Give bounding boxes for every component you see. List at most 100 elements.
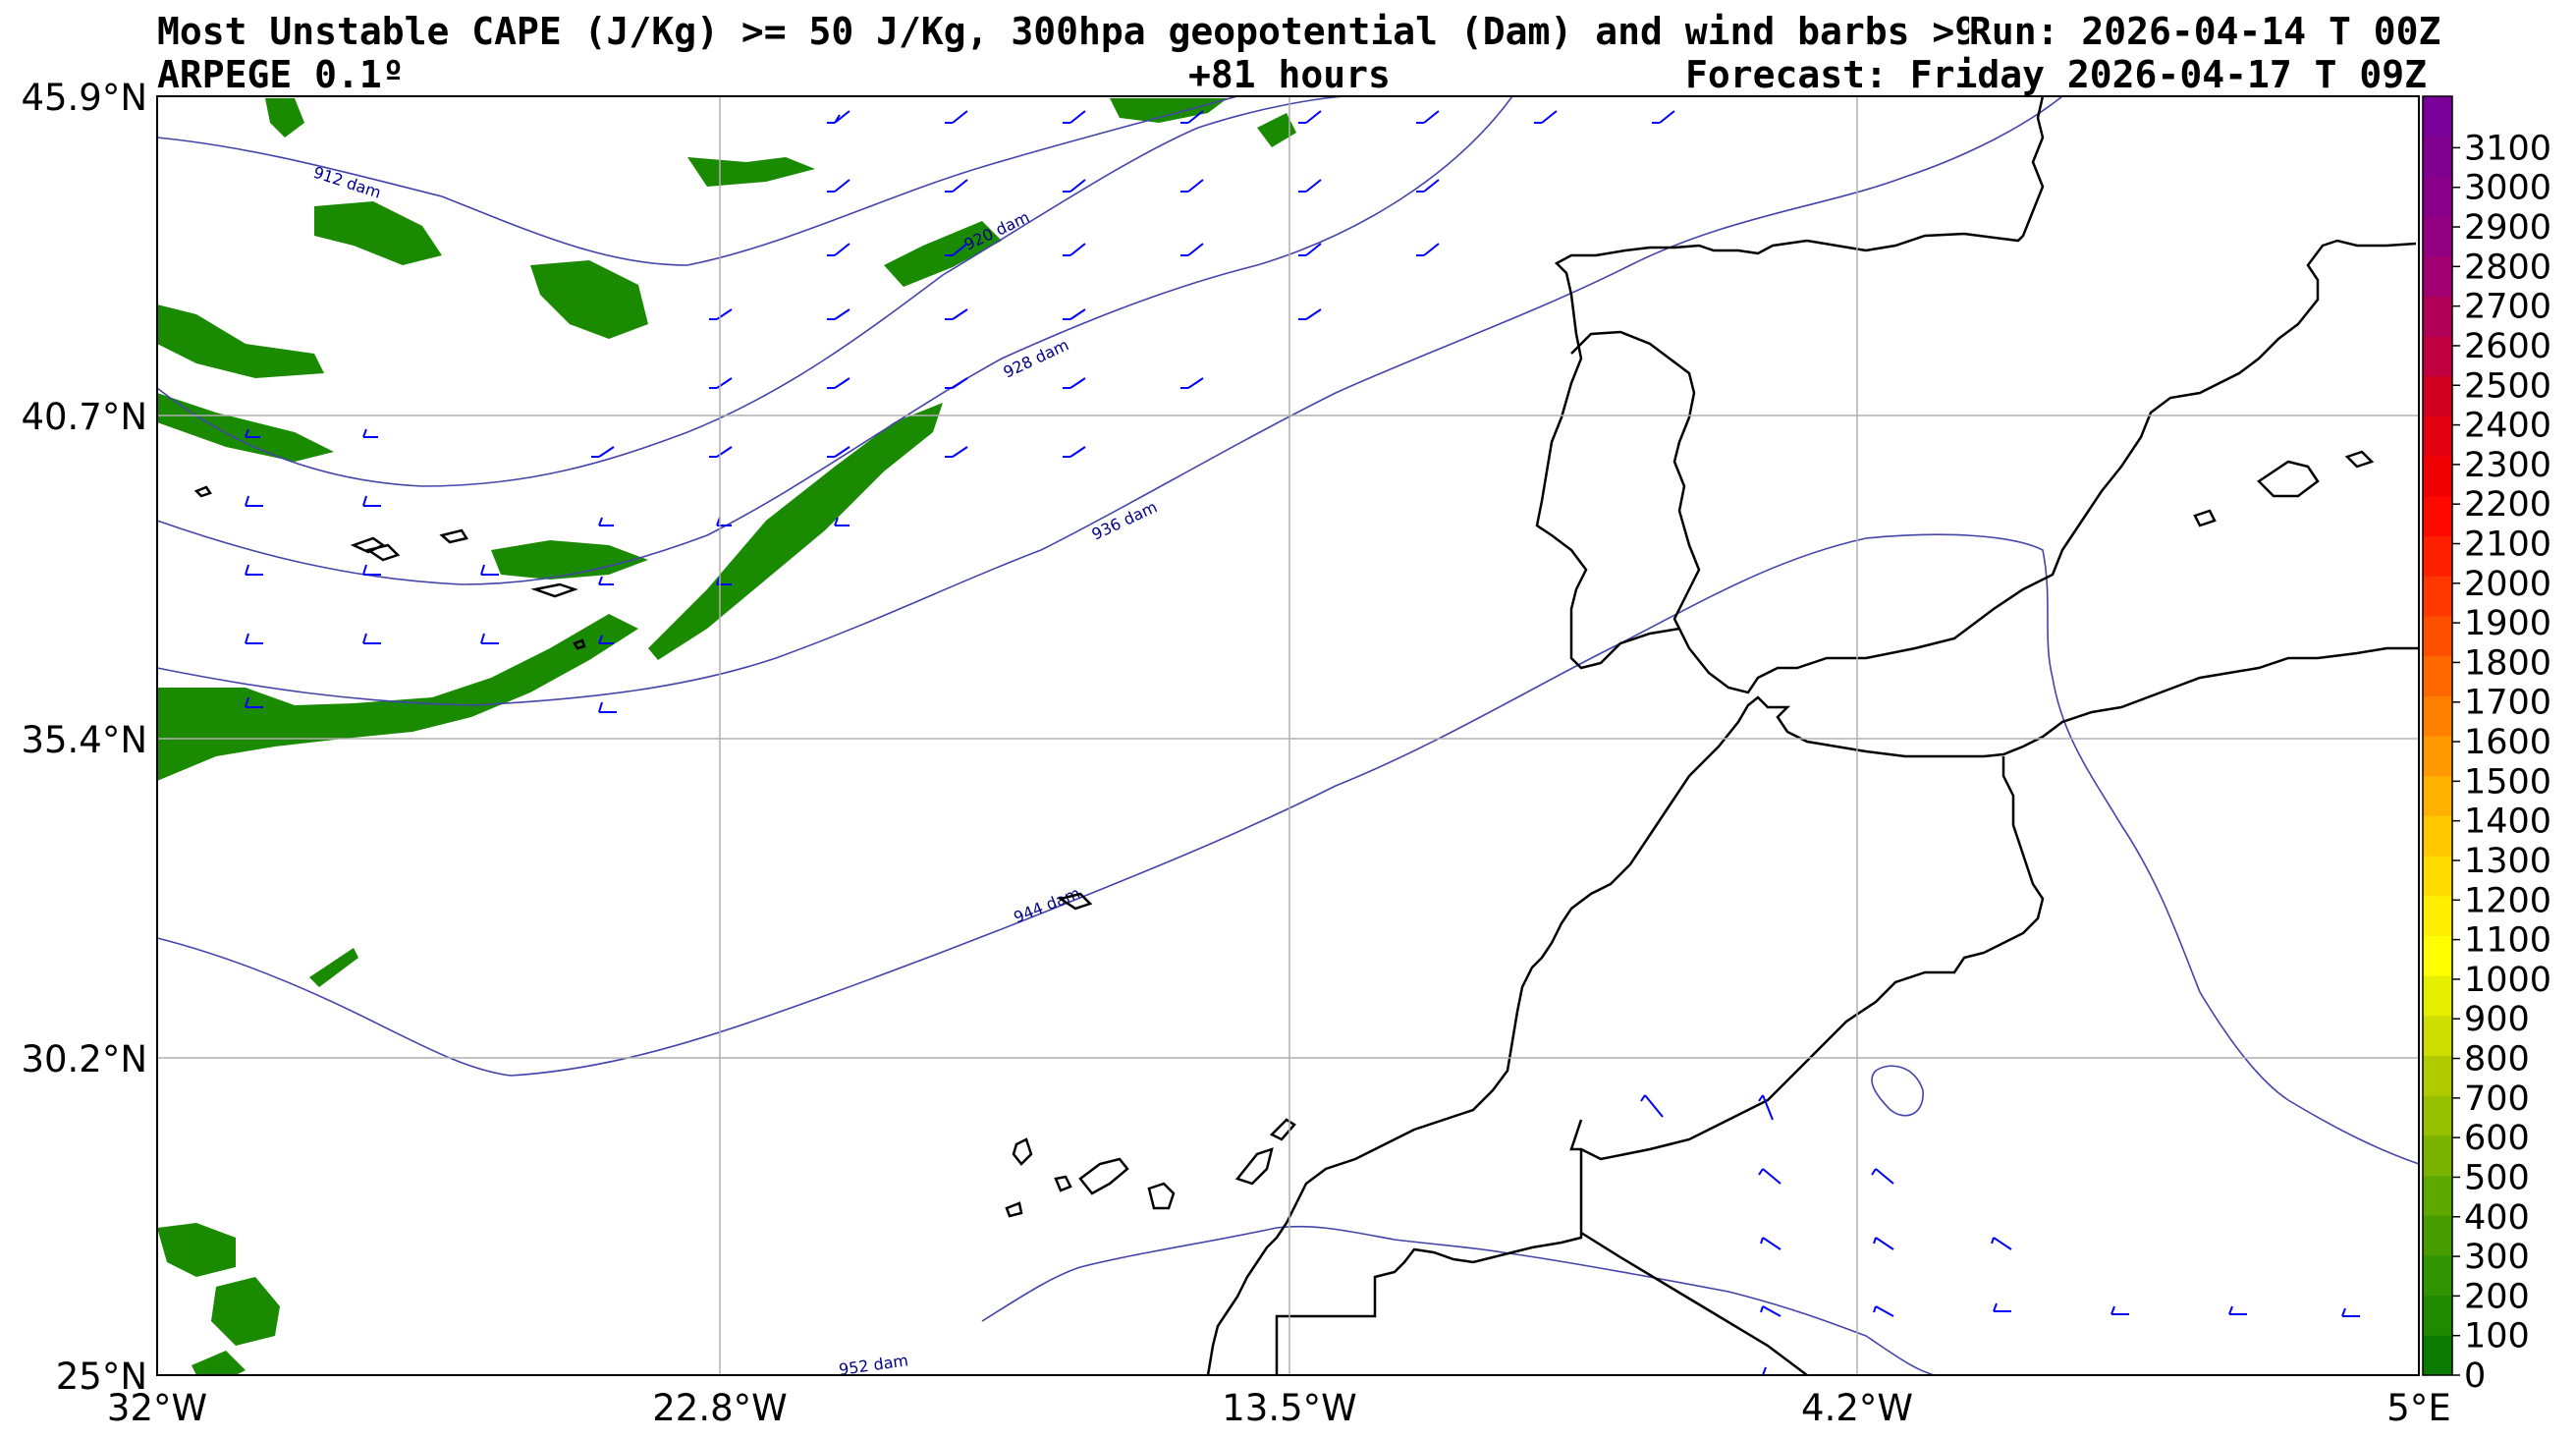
colorbar-segment — [2423, 495, 2452, 537]
wind-barb — [1871, 1168, 1894, 1185]
colorbar-tick-label: 1800 — [2464, 643, 2551, 683]
wind-barb — [1416, 110, 1440, 124]
cape-patch-sw2 — [211, 1277, 280, 1346]
map-background — [157, 96, 2419, 1375]
colorbar-tick-label: 2100 — [2464, 525, 2551, 564]
wind-barb — [1991, 1237, 2012, 1250]
colorbar-tick-label: 1000 — [2464, 961, 2551, 1000]
colorbar-segment — [2423, 1335, 2452, 1376]
cape-patch-northwest — [314, 201, 442, 265]
wind-barb — [1180, 377, 1204, 389]
colorbar-segment — [2423, 255, 2452, 297]
island-canary-1 — [1012, 1137, 1033, 1166]
wind-barb — [2110, 1305, 2129, 1315]
wind-barb — [1298, 110, 1322, 124]
map-panel: 912 dam 920 dam 928 dam 936 dam 944 dam … — [156, 95, 2420, 1379]
wind-barb — [245, 495, 263, 507]
colorbar-tick-label: 1900 — [2464, 604, 2551, 643]
wind-barb — [1180, 179, 1204, 193]
lat-tick-40-7: 40.7°N — [21, 396, 147, 438]
contour-928 — [156, 95, 1513, 585]
island-mallorca — [2257, 460, 2320, 498]
wind-barb — [480, 633, 499, 644]
colorbar-tick-label: 1700 — [2464, 684, 2551, 723]
cape-patch-west2 — [157, 393, 334, 462]
colorbar-tick-label: 2200 — [2464, 485, 2551, 525]
cape-patch-top2 — [1110, 98, 1228, 123]
island-canary-5 — [1234, 1147, 1274, 1186]
contour-island-azores — [1871, 1065, 1924, 1117]
colorbar-tick-label: 2000 — [2464, 565, 2551, 604]
colorbar-segment — [2423, 1175, 2452, 1216]
coastline-europe — [1535, 95, 2417, 694]
forecast-label: Forecast: Friday 2026-04-17 T 09Z — [1685, 53, 2427, 96]
wind-barb — [362, 428, 378, 438]
wind-barb — [245, 428, 260, 438]
contour-912 — [156, 95, 1238, 266]
coastline-portugal-border — [1570, 330, 1701, 630]
cape-patch-sw3 — [192, 1351, 246, 1375]
wind-barb — [1640, 1094, 1664, 1118]
lon-tick-13-5w: 13.5°W — [1222, 1387, 1356, 1429]
colorbar-segment — [2423, 1254, 2452, 1297]
wind-barb — [598, 576, 614, 585]
colorbar-tick-label: 2800 — [2464, 248, 2551, 287]
wind-barb — [1652, 110, 1675, 124]
cape-patch-mid2 — [491, 540, 648, 580]
cape-patch-top — [265, 98, 304, 138]
colorbar-segment — [2423, 96, 2452, 138]
wind-barb — [1873, 1237, 1894, 1250]
colorbar-segment — [2423, 176, 2452, 217]
wind-barb — [1063, 110, 1086, 124]
colorbar-tick-label: 0 — [2464, 1356, 2486, 1396]
colorbar-segment — [2423, 856, 2452, 897]
wind-barb — [362, 495, 381, 507]
colorbar-tick-label: 1100 — [2464, 921, 2551, 961]
wind-barb — [827, 308, 850, 320]
wind-barb — [480, 564, 499, 576]
island-madeira — [1057, 892, 1093, 911]
colorbar-tick-label: 100 — [2464, 1317, 2530, 1356]
lon-tick-4-2w: 4.2°W — [1801, 1387, 1913, 1429]
colorbar-tick-label: 300 — [2464, 1238, 2530, 1277]
wind-barb — [1993, 1302, 2011, 1312]
wind-barb — [945, 377, 968, 389]
wind-barb — [945, 110, 968, 124]
colorbar-tick-label: 2700 — [2464, 288, 2551, 327]
contour-944 — [156, 533, 2420, 1165]
lat-tick-25: 25°N — [56, 1356, 147, 1398]
wind-barb — [1063, 446, 1086, 458]
island-canary-6 — [1269, 1118, 1296, 1141]
colorbar-segment — [2423, 695, 2452, 737]
colorbar-tick-label: 1500 — [2464, 762, 2551, 802]
colorbar-segment — [2423, 1295, 2452, 1336]
lat-tick-labels: 45.9°N 40.7°N 35.4°N 30.2°N 25°N — [21, 77, 147, 1398]
wind-barb — [834, 517, 850, 526]
wind-barb — [827, 446, 850, 458]
colorbar-segment — [2423, 655, 2452, 696]
island-canary-4 — [1147, 1182, 1176, 1210]
chart-title: Most Unstable CAPE (J/Kg) >= 50 J/Kg, 30… — [157, 10, 2090, 53]
colorbar-tick-label: 900 — [2464, 1000, 2530, 1039]
lat-tick-35-4: 35.4°N — [21, 719, 147, 761]
colorbar-tick-label: 200 — [2464, 1277, 2530, 1316]
wind-barb — [245, 696, 263, 708]
wind-barb — [245, 633, 263, 644]
island-azores-5 — [573, 638, 586, 650]
colorbar-segment — [2423, 415, 2452, 457]
colorbar-segment — [2423, 1215, 2452, 1256]
wind-barb — [1298, 243, 1322, 256]
lead-time-label: +81 hours — [1188, 53, 1391, 96]
colorbar-segment — [2423, 1015, 2452, 1056]
colorbar-tick-label: 400 — [2464, 1198, 2530, 1238]
wind-barb — [1760, 1305, 1781, 1317]
wind-barb — [2228, 1305, 2247, 1315]
border-mauritania — [1580, 1231, 1808, 1376]
wind-barb — [945, 243, 968, 256]
colorbar-tick-label: 1600 — [2464, 723, 2551, 762]
wind-barb — [827, 243, 850, 256]
colorbar-segment — [2423, 736, 2452, 777]
island-azores-3 — [530, 582, 578, 598]
wind-barb — [591, 446, 615, 458]
